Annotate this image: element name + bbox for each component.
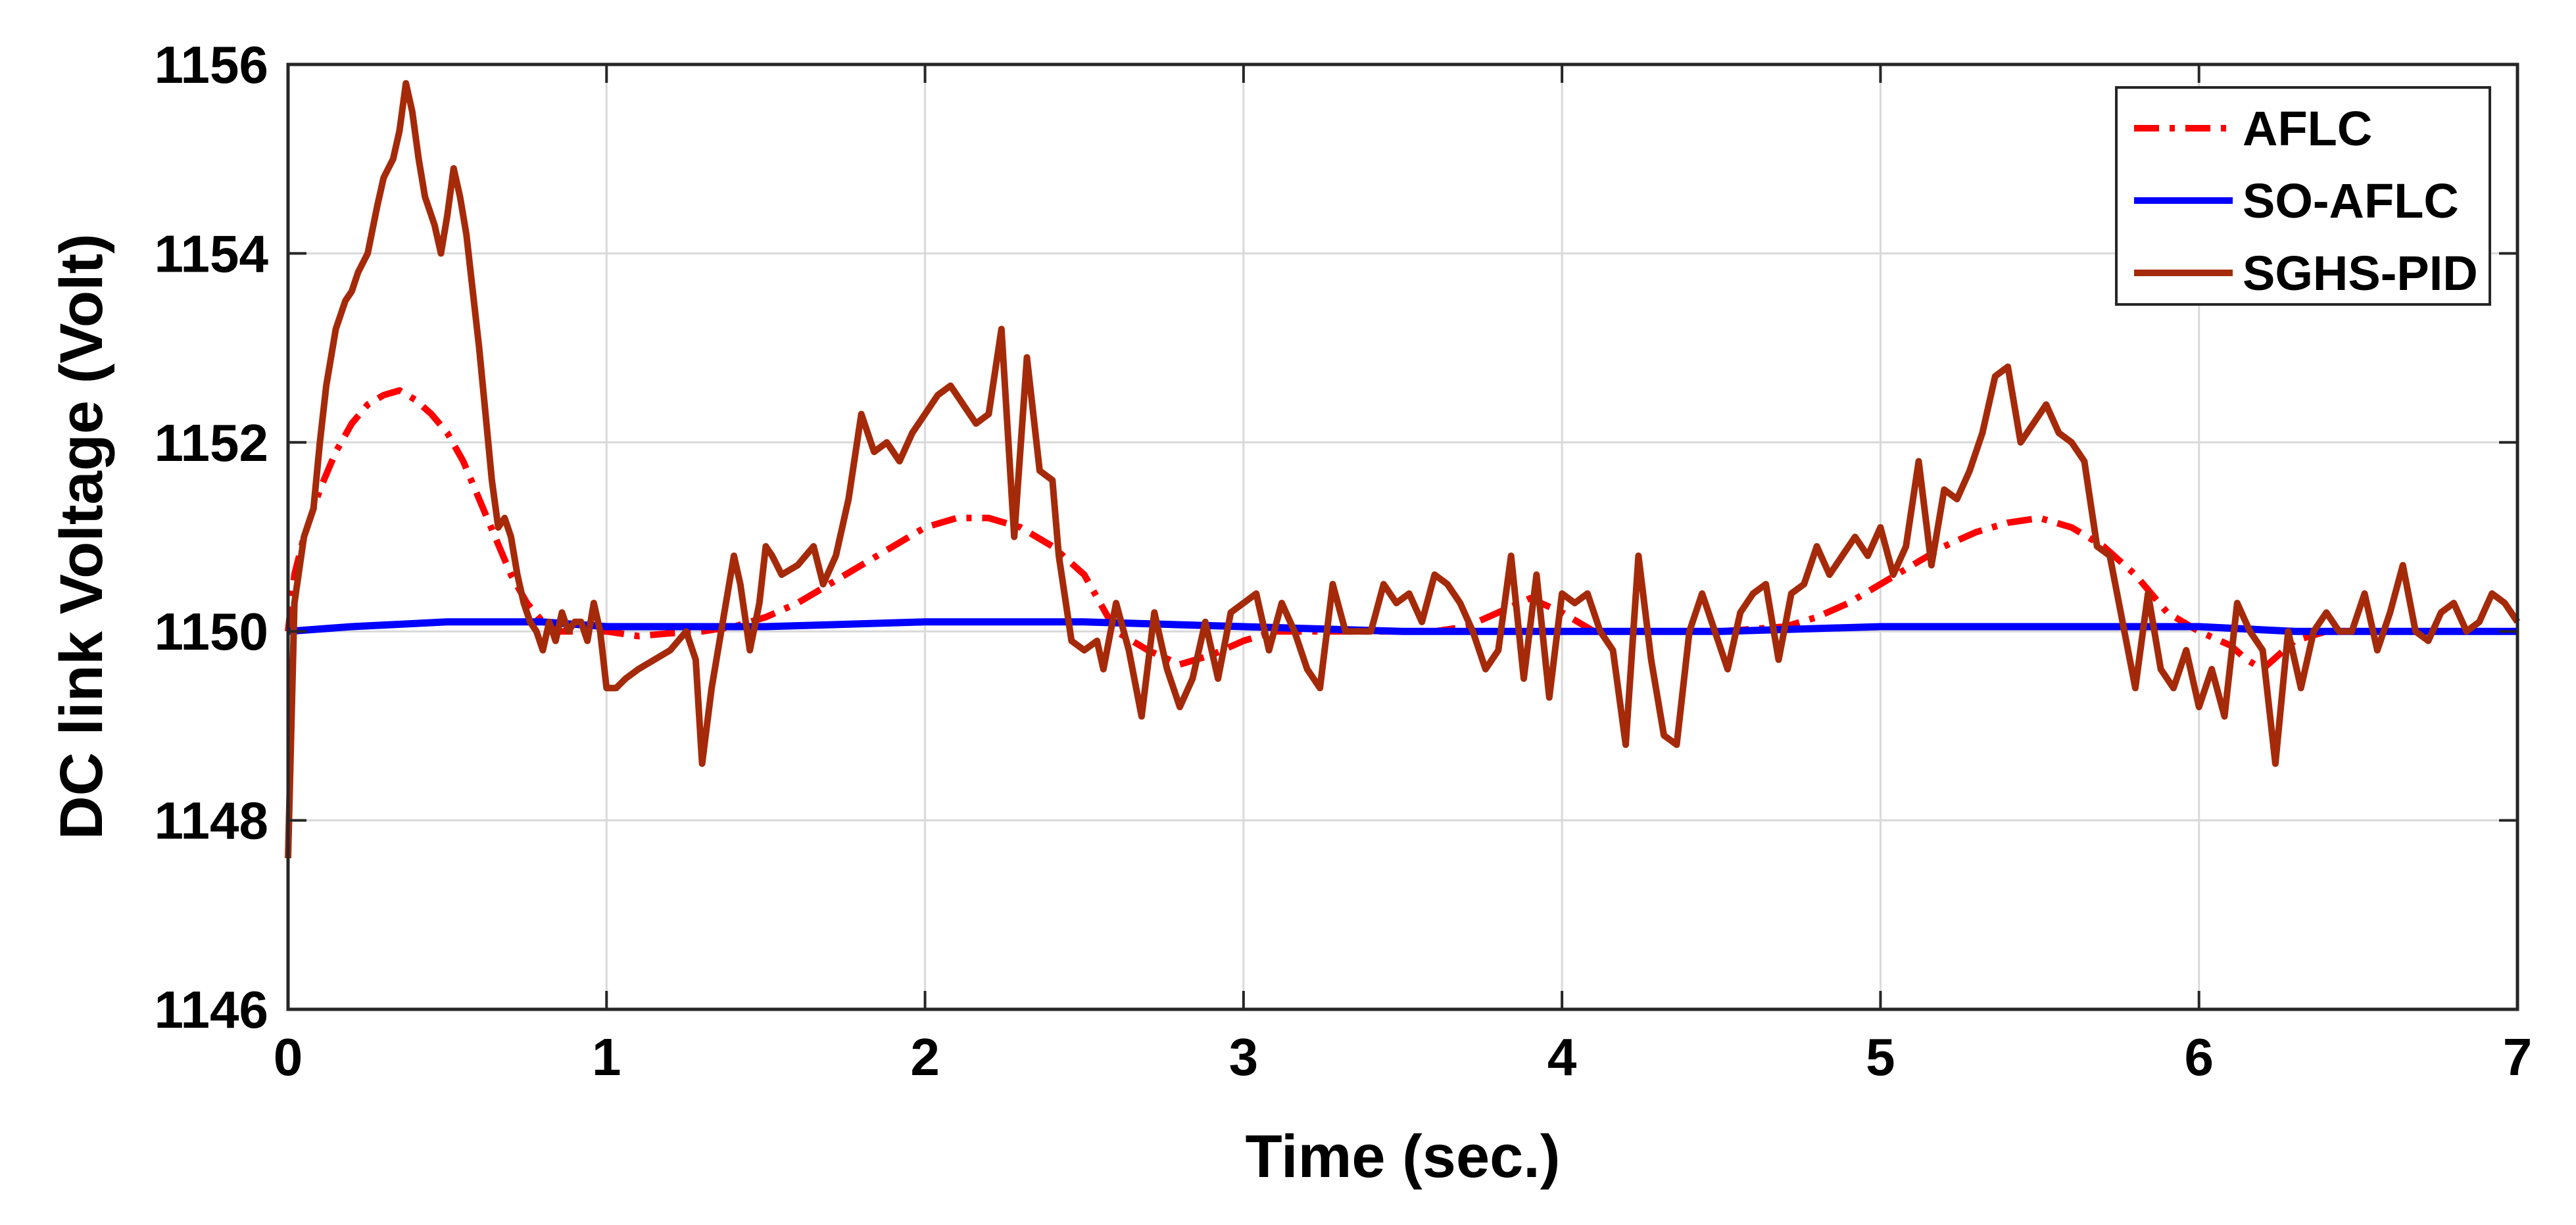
x-tick-label: 2: [910, 1028, 940, 1086]
x-tick-label: 3: [1229, 1028, 1259, 1086]
y-tick-label: 1148: [154, 792, 268, 850]
x-tick-label: 5: [1866, 1028, 1895, 1086]
ticks: 0 1 2 3 4 5 6 7 1146 1148 1150 1152 1154 1156: [154, 36, 2532, 1086]
y-tick-label: 1152: [154, 414, 268, 472]
legend-label: SO-AFLC: [2243, 174, 2459, 228]
series-line-sghs-pid: [285, 80, 2521, 859]
plot-frame: [286, 62, 2519, 1011]
x-tick-label: 1: [592, 1028, 621, 1086]
series-line-so-aflc: [287, 618, 2517, 635]
y-axis-title: DC link Voltage (Volt): [48, 233, 115, 840]
y-tick-label: 1146: [154, 980, 268, 1039]
y-tick-label: 1156: [154, 36, 268, 94]
y-tick-label: 1150: [154, 602, 268, 661]
legend-label: AFLC: [2243, 101, 2372, 156]
x-tick-label: 7: [2503, 1028, 2533, 1086]
legend-label: SGHS-PID: [2243, 246, 2478, 300]
x-tick-label: 4: [1547, 1028, 1577, 1086]
x-tick-label: 0: [274, 1028, 303, 1086]
x-axis-title: Time (sec.): [1246, 1123, 1561, 1190]
y-tick-label: 1154: [154, 224, 268, 283]
x-tick-label: 6: [2184, 1028, 2214, 1086]
series-lines: [285, 80, 2521, 859]
legend-box: [2115, 86, 2491, 306]
legend: AFLC SO-AFLC SGHS-PID: [2115, 86, 2491, 306]
